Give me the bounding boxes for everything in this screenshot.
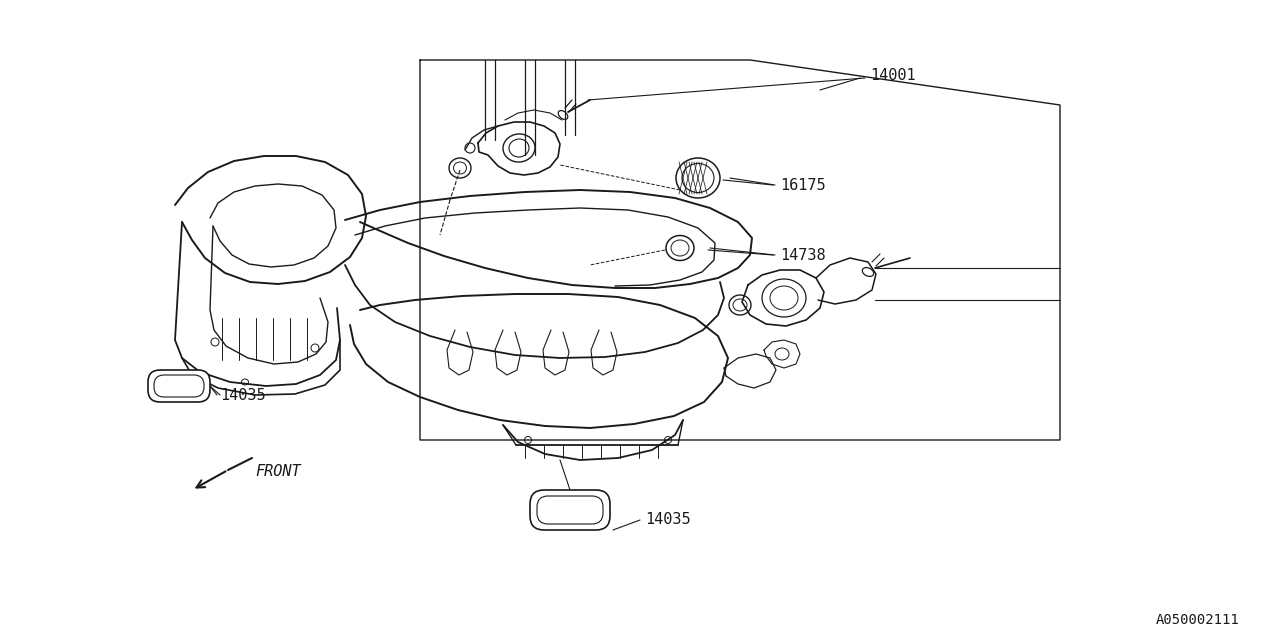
Text: 14738: 14738 xyxy=(780,248,826,262)
Text: 14035: 14035 xyxy=(220,387,266,403)
FancyBboxPatch shape xyxy=(538,496,603,524)
Text: A050002111: A050002111 xyxy=(1156,613,1240,627)
FancyBboxPatch shape xyxy=(530,490,611,530)
FancyBboxPatch shape xyxy=(148,370,210,402)
FancyBboxPatch shape xyxy=(154,375,204,397)
Text: 14035: 14035 xyxy=(645,513,691,527)
Text: FRONT: FRONT xyxy=(255,465,301,479)
Text: 14001: 14001 xyxy=(870,67,915,83)
Text: 16175: 16175 xyxy=(780,177,826,193)
